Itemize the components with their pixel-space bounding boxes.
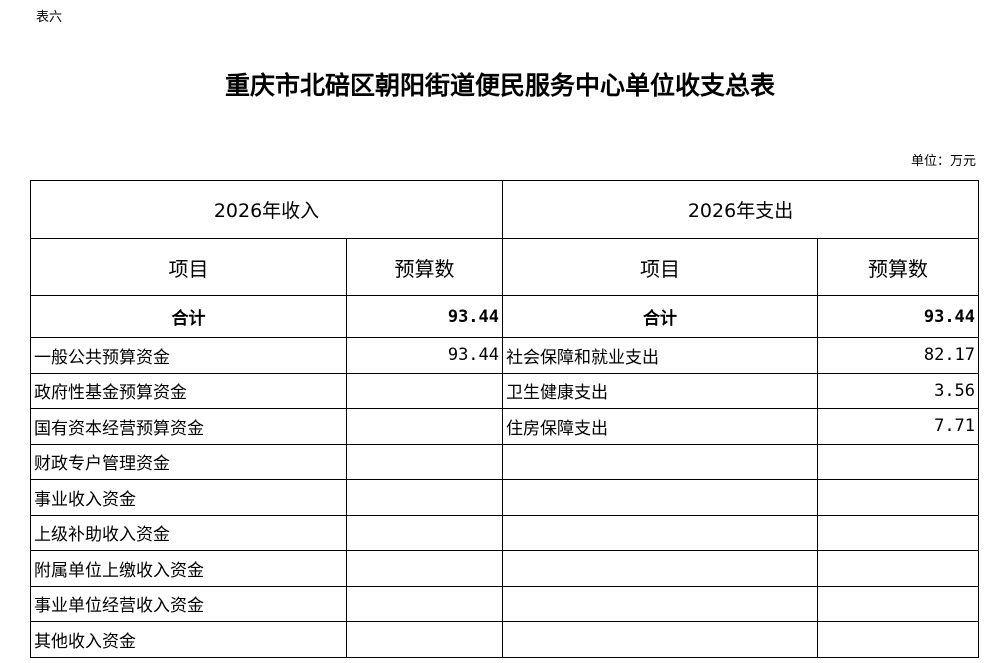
page-title: 重庆市北碚区朝阳街道便民服务中心单位收支总表	[224, 71, 775, 100]
expense-value	[817, 550, 980, 587]
expense-budget-header: 预算数	[817, 238, 980, 296]
table-row: 财政专户管理资金	[30, 443, 980, 480]
expense-total-label: 合计	[502, 295, 819, 338]
income-value	[345, 479, 504, 516]
table-row: 一般公共预算资金 93.44 社会保障和就业支出 82.17	[30, 337, 980, 374]
table-number: 表六	[36, 10, 63, 25]
income-item: 财政专户管理资金	[30, 443, 347, 480]
unit-label: 单位：万元	[910, 154, 976, 169]
expense-item	[502, 443, 819, 480]
income-budget-header: 预算数	[345, 238, 504, 296]
table-row: 附属单位上缴收入资金	[30, 550, 980, 587]
income-header: 2026年收入	[29, 180, 504, 239]
table-row: 上级补助收入资金	[30, 514, 980, 551]
income-value	[345, 443, 504, 480]
expense-item	[502, 479, 819, 516]
expense-item	[502, 621, 819, 658]
income-item: 上级补助收入资金	[30, 514, 347, 551]
income-total-label: 合计	[30, 295, 347, 338]
expense-value: 3.56	[817, 372, 980, 409]
income-value	[345, 514, 504, 551]
income-item: 附属单位上缴收入资金	[30, 550, 347, 587]
expense-header: 2026年支出	[502, 180, 980, 239]
income-value	[345, 408, 504, 445]
table-row: 其他收入资金	[30, 621, 980, 658]
expense-value: 7.71	[817, 408, 980, 445]
expense-value	[817, 585, 980, 622]
income-value	[345, 372, 504, 409]
expense-value	[817, 621, 980, 658]
expense-item: 社会保障和就业支出	[502, 337, 819, 374]
table-row: 事业收入资金	[30, 479, 980, 516]
table-row: 国有资本经营预算资金 住房保障支出 7.71	[30, 408, 980, 445]
expense-total-value: 93.44	[817, 295, 980, 338]
expense-item: 住房保障支出	[502, 408, 819, 445]
income-total-value: 93.44	[345, 295, 504, 338]
table-row: 事业单位经营收入资金	[30, 585, 980, 622]
income-value	[345, 585, 504, 622]
expense-item	[502, 585, 819, 622]
table-row: 政府性基金预算资金 卫生健康支出 3.56	[30, 372, 980, 409]
expense-item-header: 项目	[502, 238, 819, 296]
budget-table: 2026年收入 2026年支出 项目 预算数 项目 预算数 合计 93.44 合…	[29, 180, 980, 658]
expense-item: 卫生健康支出	[502, 372, 819, 409]
income-value	[345, 550, 504, 587]
expense-item	[502, 514, 819, 551]
expense-value	[817, 479, 980, 516]
income-item: 事业单位经营收入资金	[30, 585, 347, 622]
income-value	[345, 621, 504, 658]
income-item: 其他收入资金	[30, 621, 347, 658]
expense-value	[817, 443, 980, 480]
expense-item	[502, 550, 819, 587]
income-item: 政府性基金预算资金	[30, 372, 347, 409]
income-item: 一般公共预算资金	[30, 337, 347, 374]
expense-value	[817, 514, 980, 551]
expense-value: 82.17	[817, 337, 980, 374]
income-item: 事业收入资金	[30, 479, 347, 516]
income-item-header: 项目	[30, 238, 347, 296]
income-value: 93.44	[345, 337, 504, 374]
income-item: 国有资本经营预算资金	[30, 408, 347, 445]
